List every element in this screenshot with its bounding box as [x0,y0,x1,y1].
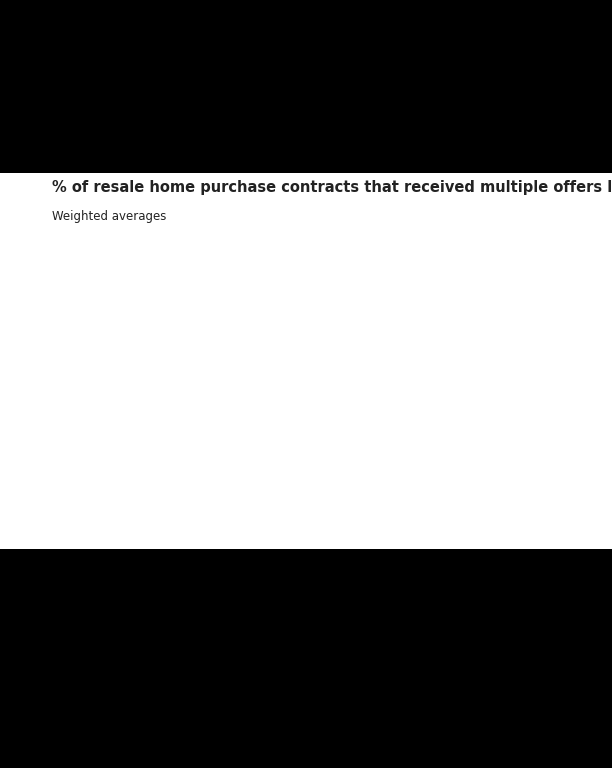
Bar [272,320,298,503]
Bar [233,341,259,503]
Bar [468,327,494,503]
Bar [155,323,181,503]
Bar [76,300,102,503]
Text: Weighted averages: Weighted averages [52,210,166,223]
Text: 60%: 60% [312,283,337,293]
Text: 51%: 51% [469,314,493,324]
Text: 51%: 51% [195,314,219,324]
Bar [547,386,572,503]
Bar [312,296,337,503]
Text: 53%: 53% [116,307,141,317]
Bar [507,369,533,503]
Text: 34%: 34% [547,372,572,382]
Text: 53%: 53% [273,307,297,317]
Bar [351,279,376,503]
Bar [194,327,220,503]
Text: 64%: 64% [430,269,454,279]
Bar [390,254,416,503]
Text: 59%: 59% [77,286,102,296]
Text: 65%: 65% [351,266,376,276]
Text: 72%: 72% [390,241,415,251]
Text: 47%: 47% [234,328,258,338]
Text: 52%: 52% [155,310,180,320]
Text: 39%: 39% [508,356,532,366]
Text: % of resale home purchase contracts that received multiple offers last month: % of resale home purchase contracts that… [52,180,612,196]
Bar [116,320,141,503]
Bar [429,282,455,503]
